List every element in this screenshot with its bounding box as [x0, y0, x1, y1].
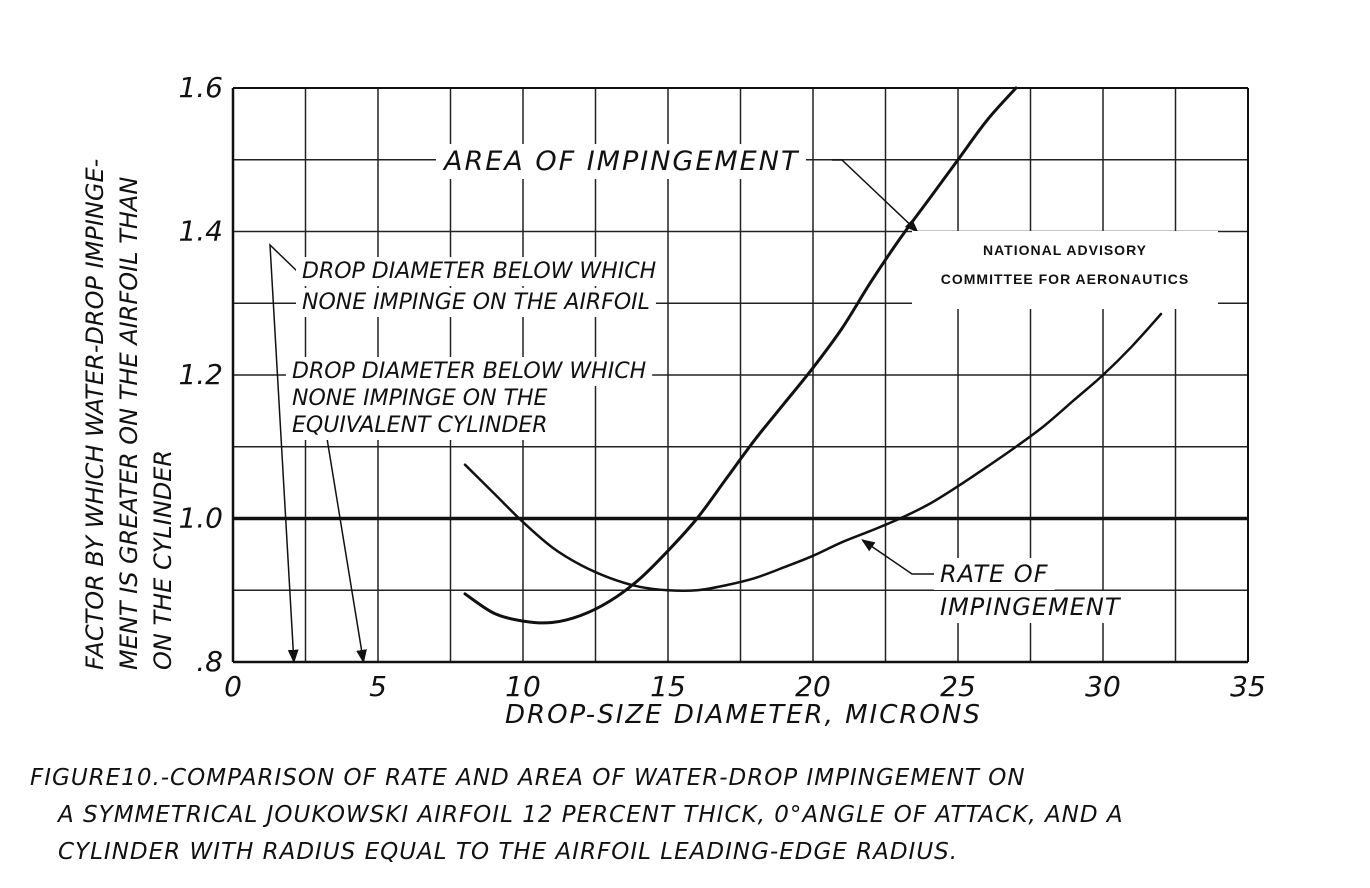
naca-stamp: NATIONAL ADVISORY COMMITTEE FOR AERONAUT… — [912, 231, 1218, 309]
annotation-cylinder-limit-line-2: NONE IMPINGE ON THE — [292, 386, 547, 411]
curves — [463, 86, 1163, 625]
annotation-cylinder-limit-line-1-background — [286, 357, 653, 386]
y-tick-label: 1.4 — [178, 215, 223, 248]
y-tick-label: 1.0 — [178, 502, 223, 535]
annotation-rate: RATE OF IMPINGEMENT — [934, 558, 1128, 623]
annotation-cylinder-limit: DROP DIAMETER BELOW WHICH NONE IMPINGE O… — [286, 357, 653, 440]
annotation-rate-label-line-2-background — [934, 591, 1128, 623]
x-tick-label: 15 — [650, 670, 686, 703]
y-axis-title-line-3: ON THE CYLINDER — [149, 450, 177, 670]
annotation-area-label-background — [436, 144, 806, 179]
area-of-impingement-curve — [463, 86, 1018, 625]
x-tick-label: 0 — [224, 670, 242, 703]
x-tick-label: 5 — [369, 670, 387, 703]
x-tick-label: 10 — [505, 670, 541, 703]
y-axis-title-line-2: MENT IS GREATER ON THE AIRFOIL THAN — [115, 177, 143, 670]
axes: .8 1.0 1.2 1.4 1.6 0 5 10 15 20 25 30 35 — [178, 71, 1265, 703]
annotation-cylinder-limit-line-3-background — [286, 411, 554, 440]
annotation-airfoil-limit: DROP DIAMETER BELOW WHICH NONE IMPINGE O… — [296, 257, 663, 317]
annotation-cylinder-limit-line-2-background — [286, 384, 554, 413]
caption-line-1: FIGURE10.-COMPARISON OF RATE AND AREA OF… — [30, 765, 1026, 791]
naca-stamp-line-2: COMMITTEE FOR AERONAUTICS — [941, 271, 1189, 287]
annotation-cylinder-limit-line-1: DROP DIAMETER BELOW WHICH — [292, 359, 646, 384]
annotation-airfoil-limit-line-2-background — [296, 288, 656, 317]
x-tick-label: 20 — [795, 670, 831, 703]
naca-stamp-line-1: NATIONAL ADVISORY — [983, 242, 1147, 258]
annotation-rate-label-line-1: RATE OF — [940, 560, 1049, 588]
x-tick-label: 30 — [1085, 670, 1121, 703]
annotation-airfoil-limit-line-1-background — [296, 257, 663, 286]
caption-line-2: A SYMMETRICAL JOUKOWSKI AIRFOIL 12 PERCE… — [58, 802, 1124, 828]
x-tick-label: 25 — [940, 670, 976, 703]
y-tick-label: .8 — [196, 645, 223, 678]
rate-of-impingement-curve — [463, 312, 1163, 593]
annotation-rate-label-line-1-background — [934, 558, 1055, 590]
x-tick-label: 35 — [1230, 670, 1266, 703]
y-tick-label: 1.6 — [178, 71, 223, 104]
naca-stamp-background — [912, 231, 1218, 309]
y-axis-title-line-1: FACTOR BY WHICH WATER-DROP IMPINGE- — [81, 159, 109, 670]
annotation-airfoil-limit-line-2: NONE IMPINGE ON THE AIRFOIL — [302, 290, 650, 315]
annotation-area: AREA OF IMPINGEMENT — [436, 144, 806, 179]
y-axis-title: FACTOR BY WHICH WATER-DROP IMPINGE- MENT… — [81, 159, 177, 670]
grid — [233, 88, 1248, 662]
annotation-airfoil-limit-line-1: DROP DIAMETER BELOW WHICH — [302, 259, 656, 284]
airfoil-limit-leader — [269, 243, 299, 664]
caption-line-3: CYLINDER WITH RADIUS EQUAL TO THE AIRFOI… — [58, 839, 959, 865]
annotation-rate-label-line-2: IMPINGEMENT — [940, 593, 1122, 621]
annotation-area-label: AREA OF IMPINGEMENT — [442, 146, 800, 177]
y-tick-label: 1.2 — [178, 358, 223, 391]
figure-caption: FIGURE10.-COMPARISON OF RATE AND AREA OF… — [30, 760, 1350, 871]
impingement-chart: .8 1.0 1.2 1.4 1.6 0 5 10 15 20 25 30 35 FACTOR BY W… — [81, 71, 1266, 730]
x-axis-title: DROP-SIZE DIAMETER, MICRONS — [505, 700, 982, 730]
rate-leader — [861, 539, 936, 575]
annotation-cylinder-limit-line-3: EQUIVALENT CYLINDER — [292, 413, 548, 438]
area-leader — [832, 159, 919, 233]
